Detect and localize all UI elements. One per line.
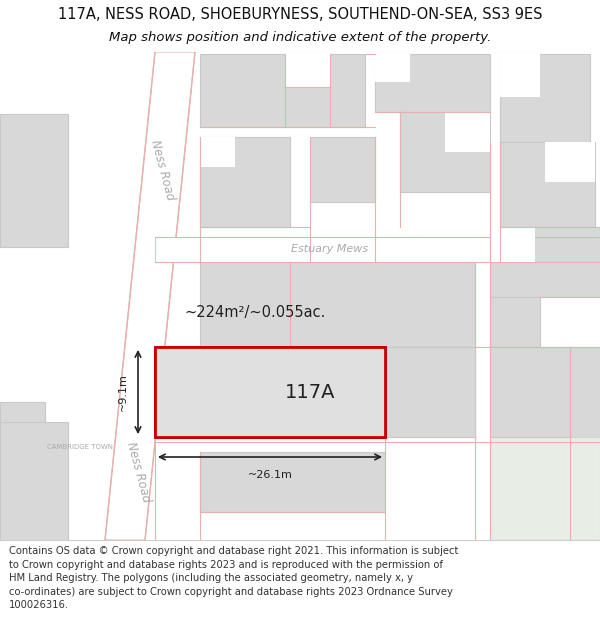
Polygon shape (155, 347, 385, 437)
Polygon shape (500, 54, 590, 142)
Polygon shape (200, 137, 290, 227)
Text: CAMBRIDGE TOWN: CAMBRIDGE TOWN (47, 444, 113, 450)
Polygon shape (385, 347, 475, 437)
Polygon shape (490, 227, 600, 297)
Polygon shape (0, 422, 68, 540)
Polygon shape (500, 142, 595, 227)
Polygon shape (200, 262, 475, 347)
Text: 117A: 117A (285, 382, 335, 401)
Text: ~26.1m: ~26.1m (248, 470, 292, 480)
Text: Map shows position and indicative extent of the property.: Map shows position and indicative extent… (109, 31, 491, 44)
Text: Contains OS data © Crown copyright and database right 2021. This information is : Contains OS data © Crown copyright and d… (9, 546, 458, 611)
Text: ~224m²/~0.055ac.: ~224m²/~0.055ac. (184, 304, 326, 319)
Polygon shape (375, 54, 490, 112)
Polygon shape (0, 114, 68, 247)
Polygon shape (310, 137, 375, 202)
Polygon shape (0, 402, 45, 422)
Polygon shape (105, 52, 195, 540)
Polygon shape (545, 142, 595, 182)
Polygon shape (490, 297, 540, 347)
Polygon shape (490, 227, 535, 262)
Polygon shape (490, 437, 600, 540)
Polygon shape (490, 347, 600, 437)
Polygon shape (490, 347, 570, 437)
Text: 117A, NESS ROAD, SHOEBURYNESS, SOUTHEND-ON-SEA, SS3 9ES: 117A, NESS ROAD, SHOEBURYNESS, SOUTHEND-… (58, 6, 542, 21)
Polygon shape (155, 237, 600, 262)
Text: ~9.1m: ~9.1m (118, 373, 128, 411)
Polygon shape (375, 54, 410, 82)
Polygon shape (445, 112, 490, 152)
Polygon shape (155, 347, 475, 437)
Polygon shape (200, 137, 235, 167)
Polygon shape (200, 54, 365, 127)
Text: Ness Road: Ness Road (124, 441, 152, 504)
Text: Ness Road: Ness Road (148, 138, 176, 202)
Polygon shape (400, 112, 490, 192)
Polygon shape (285, 54, 330, 87)
Polygon shape (500, 54, 540, 97)
Polygon shape (200, 452, 385, 512)
Text: Estuary Mews: Estuary Mews (292, 244, 368, 254)
Polygon shape (155, 347, 385, 437)
